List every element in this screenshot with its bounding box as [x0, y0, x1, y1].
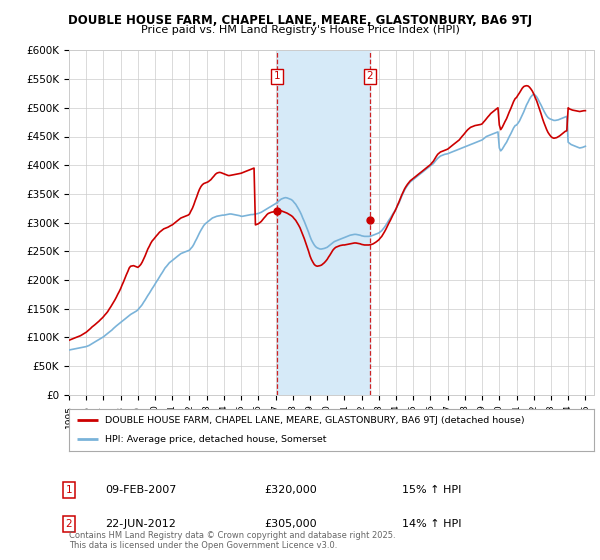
Text: Price paid vs. HM Land Registry's House Price Index (HPI): Price paid vs. HM Land Registry's House …	[140, 25, 460, 35]
Text: 22-JUN-2012: 22-JUN-2012	[105, 519, 176, 529]
Text: £305,000: £305,000	[264, 519, 317, 529]
Text: £320,000: £320,000	[264, 485, 317, 495]
Text: HPI: Average price, detached house, Somerset: HPI: Average price, detached house, Some…	[105, 435, 326, 444]
Bar	[277, 50, 370, 395]
Text: 2: 2	[367, 71, 373, 81]
Text: DOUBLE HOUSE FARM, CHAPEL LANE, MEARE, GLASTONBURY, BA6 9TJ (detached house): DOUBLE HOUSE FARM, CHAPEL LANE, MEARE, G…	[105, 416, 524, 424]
Text: DOUBLE HOUSE FARM, CHAPEL LANE, MEARE, GLASTONBURY, BA6 9TJ: DOUBLE HOUSE FARM, CHAPEL LANE, MEARE, G…	[68, 14, 532, 27]
Text: 1: 1	[65, 485, 73, 495]
Text: 09-FEB-2007: 09-FEB-2007	[105, 485, 176, 495]
Text: 1: 1	[274, 71, 281, 81]
Text: 15% ↑ HPI: 15% ↑ HPI	[402, 485, 461, 495]
Text: 14% ↑ HPI: 14% ↑ HPI	[402, 519, 461, 529]
Text: Contains HM Land Registry data © Crown copyright and database right 2025.
This d: Contains HM Land Registry data © Crown c…	[69, 530, 395, 550]
Text: 2: 2	[65, 519, 73, 529]
